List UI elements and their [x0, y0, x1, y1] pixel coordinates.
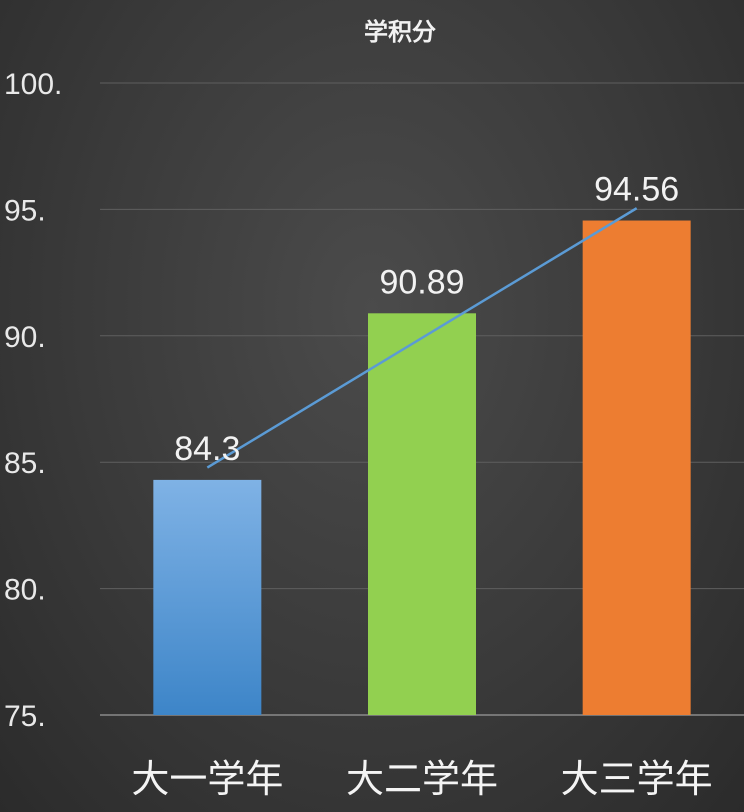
trendline — [206, 207, 638, 469]
x-tick-label: 大三学年 — [561, 757, 713, 801]
y-tick-label: 80. — [4, 574, 46, 607]
x-axis-tick-labels: 大一学年 大二学年 大三学年 — [131, 757, 712, 801]
y-axis-tick-labels: 75. 80. 85. 90. 95. 100. — [4, 68, 62, 733]
bar-2 — [368, 313, 476, 715]
y-tick-label: 90. — [4, 321, 46, 354]
x-tick-label: 大一学年 — [131, 757, 283, 801]
data-label: 84.3 — [174, 430, 240, 468]
y-tick-label: 75. — [4, 700, 46, 733]
data-label: 94.56 — [594, 171, 679, 209]
y-tick-label: 100. — [4, 68, 62, 101]
data-labels: 84.3 90.89 94.56 — [174, 171, 679, 468]
chart-title: 学积分 — [364, 18, 436, 46]
bars — [153, 220, 691, 715]
x-tick-label: 大二学年 — [346, 757, 498, 801]
y-tick-label: 95. — [4, 194, 46, 227]
trendline-layer — [206, 207, 638, 469]
y-tick-label: 85. — [4, 447, 46, 480]
bar-3 — [582, 220, 691, 715]
bar-1 — [153, 479, 262, 715]
data-label: 90.89 — [379, 263, 464, 301]
